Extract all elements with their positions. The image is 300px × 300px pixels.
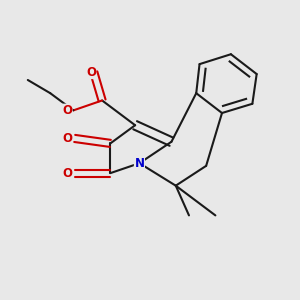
Text: N: N: [134, 157, 144, 170]
Text: O: O: [62, 104, 72, 117]
Text: O: O: [62, 167, 72, 180]
Text: O: O: [62, 132, 72, 145]
Text: O: O: [86, 66, 96, 79]
